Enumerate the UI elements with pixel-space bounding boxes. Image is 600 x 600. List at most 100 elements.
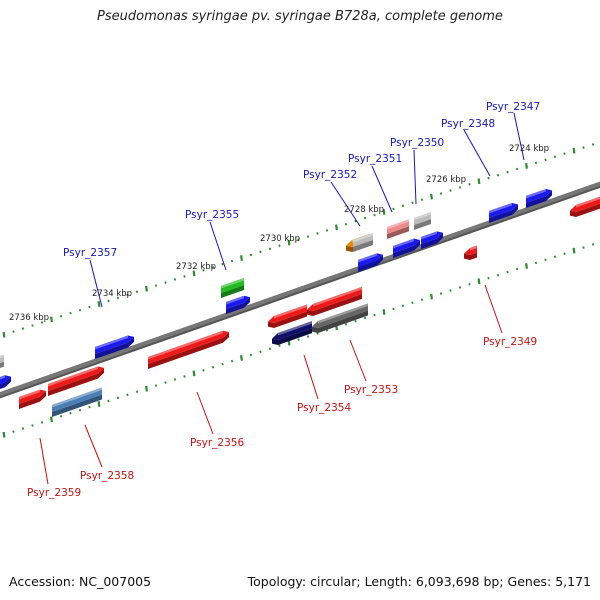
psyr-2358-block[interactable]: [52, 387, 102, 418]
gene-block-highlight: [313, 286, 362, 307]
gene-block-highlight: [353, 233, 373, 243]
psyr-2353-block[interactable]: [312, 303, 368, 334]
minor-tick: [135, 290, 139, 294]
psyr-2355-block[interactable]: [221, 277, 244, 298]
psyr-2351-block[interactable]: [387, 219, 409, 239]
gene-block-highlight: [226, 295, 244, 305]
major-tick: [572, 147, 576, 154]
psyr-2347-block[interactable]: [526, 189, 552, 208]
minor-tick: [183, 375, 186, 378]
psyr-2356-block[interactable]: [148, 330, 229, 369]
major-tick: [240, 255, 243, 261]
gene-block-highlight: [95, 335, 128, 350]
gene-block-face: [393, 238, 420, 253]
minor-tick: [439, 192, 443, 195]
psyr-2359-label[interactable]: Psyr_2359: [27, 487, 81, 499]
gene-block-2351-plus[interactable]: [393, 238, 420, 258]
psyr-2359-leader: [39, 437, 49, 485]
gene-block-side: [526, 190, 552, 208]
psyr-2350-label[interactable]: Psyr_2350: [390, 137, 444, 149]
gene-block-2354-red[interactable]: [268, 304, 307, 328]
major-tick: [50, 316, 53, 323]
psyr-2353-label[interactable]: Psyr_2353: [344, 384, 398, 396]
gene-block-side: [353, 240, 373, 252]
minor-tick: [591, 143, 595, 146]
minor-tick: [534, 261, 538, 265]
gene-block-highlight: [278, 321, 312, 336]
gene-block-side: [0, 376, 11, 389]
gene-block-side: [387, 226, 409, 239]
psyr-2352-label[interactable]: Psyr_2352: [303, 169, 357, 181]
psyr-2351-label[interactable]: Psyr_2351: [348, 153, 402, 165]
gene-block-highlight: [221, 277, 244, 289]
gene-block-side: [489, 204, 518, 223]
psyr-2347-label[interactable]: Psyr_2347: [486, 101, 540, 113]
psyr-2357-block[interactable]: [95, 335, 134, 359]
gene-block-side: [52, 394, 102, 417]
minor-tick: [420, 198, 424, 201]
psyr-2354-block[interactable]: [272, 321, 312, 345]
minor-tick: [249, 353, 253, 357]
major-tick: [145, 385, 148, 392]
scale-label-kbp-2724: 2724 kbp: [509, 144, 549, 154]
gene-block-2352-plus[interactable]: [358, 253, 383, 272]
psyr-2355-label[interactable]: Psyr_2355: [185, 209, 239, 221]
psyr-2354-leader: [303, 354, 319, 400]
psyr-2353-leader: [349, 339, 367, 382]
psyr-2349-block[interactable]: [464, 245, 477, 260]
minor-tick: [59, 314, 63, 318]
psyr-2358-label[interactable]: Psyr_2358: [80, 470, 134, 482]
major-tick: [430, 293, 433, 300]
minor-tick: [40, 321, 44, 324]
minor-tick: [183, 275, 186, 278]
psyr-2349-label[interactable]: Psyr_2349: [483, 336, 537, 348]
minor-tick: [116, 296, 120, 300]
gene-block-side: [414, 219, 431, 230]
minor-tick: [487, 176, 490, 180]
minor-tick: [164, 281, 167, 284]
psyr-2359-block[interactable]: [19, 389, 46, 409]
minor-tick: [401, 304, 405, 308]
major-tick: [192, 370, 196, 377]
gene-block-face: [358, 253, 383, 267]
major-tick: [97, 401, 101, 407]
gene-block-highlight: [318, 303, 368, 324]
psyr-2356-leader: [196, 391, 214, 435]
psyr-2357-label[interactable]: Psyr_2357: [63, 247, 117, 259]
gene-block-highlight: [0, 354, 4, 359]
minor-tick: [306, 235, 310, 238]
minor-tick: [40, 421, 44, 424]
psyr-2352-leader: [330, 181, 361, 227]
minor-tick: [154, 384, 158, 387]
gene-block-2358-red[interactable]: [48, 366, 104, 397]
major-tick: [145, 285, 148, 292]
partial-gene-left-lower[interactable]: [0, 375, 11, 389]
psyr-2356-label[interactable]: Psyr_2356: [190, 437, 244, 449]
major-tick: [287, 239, 291, 246]
minor-tick: [401, 204, 405, 208]
accession-text: Accession: NC_007005: [9, 574, 152, 589]
gene-block-2350-plus[interactable]: [421, 231, 443, 249]
minor-tick: [563, 152, 566, 155]
psyr-2350-block[interactable]: [414, 212, 431, 230]
gene-block-2353-red[interactable]: [307, 286, 362, 316]
gene-block-2355-plus[interactable]: [226, 295, 250, 314]
major-tick: [477, 178, 481, 185]
minor-tick: [78, 308, 82, 312]
minor-tick: [21, 427, 25, 430]
major-tick: [97, 301, 101, 307]
major-tick: [572, 247, 576, 254]
minor-tick: [553, 255, 557, 259]
minor-tick: [12, 330, 15, 333]
minor-tick: [458, 186, 462, 189]
scale-label-kbp-2726: 2726 kbp: [426, 175, 466, 185]
gene-block-face: [95, 335, 134, 354]
psyr-2348-label[interactable]: Psyr_2348: [441, 118, 495, 130]
psyr-2348-block[interactable]: [489, 202, 518, 223]
partial-gene-left-upper[interactable]: [0, 354, 4, 368]
psyr-2354-label[interactable]: Psyr_2354: [297, 402, 351, 414]
gene-block-2352-grey[interactable]: [353, 233, 373, 252]
minor-tick: [439, 292, 443, 295]
partial-gene-right[interactable]: [570, 196, 600, 217]
